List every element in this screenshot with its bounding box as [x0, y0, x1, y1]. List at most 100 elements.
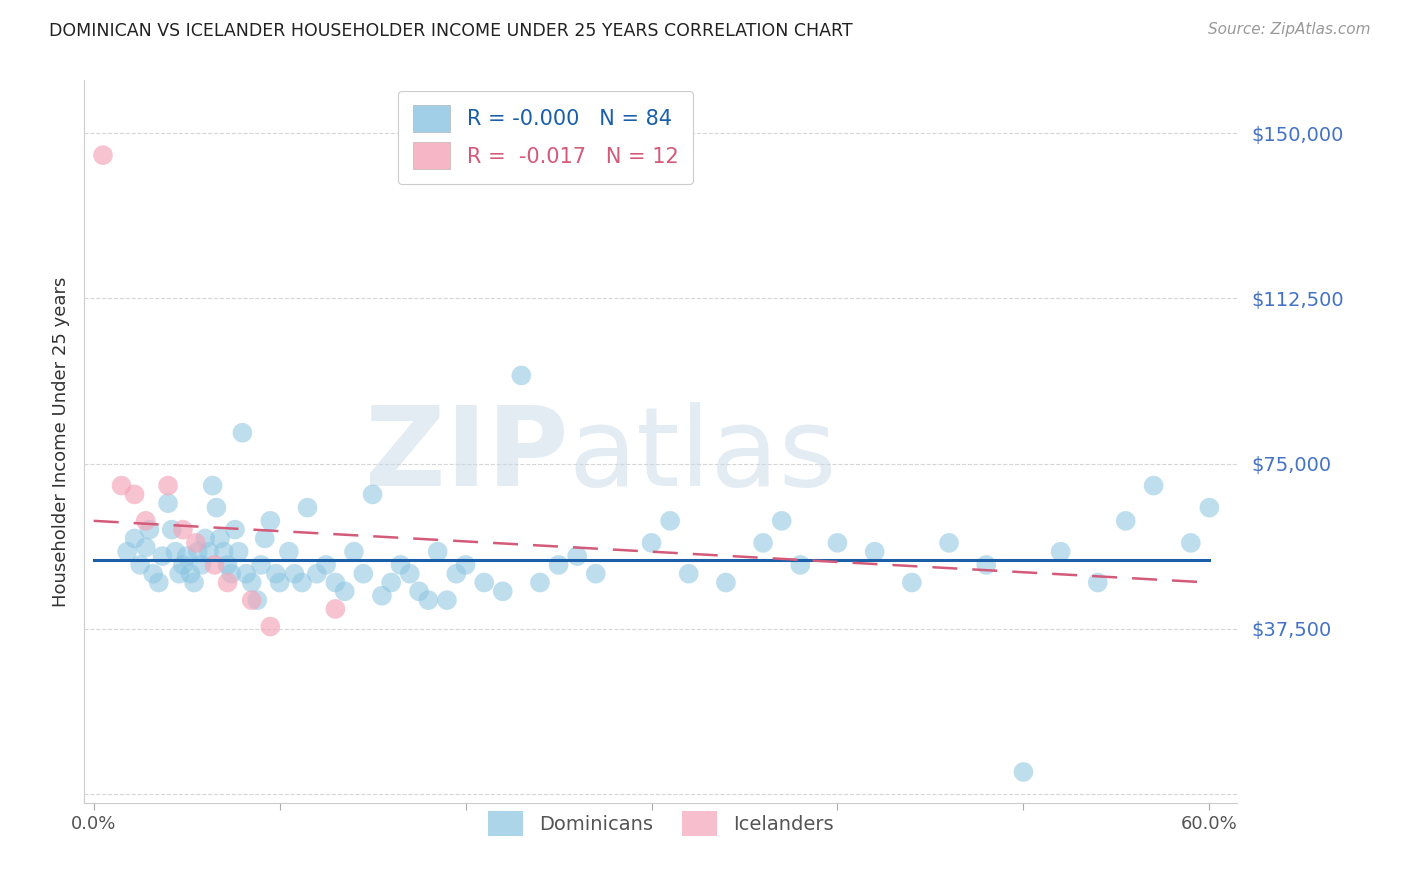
Point: [640, 536, 662, 550]
Point: [224, 523, 246, 537]
Point: [1198, 500, 1220, 515]
Point: [240, 593, 263, 607]
Point: [148, 575, 170, 590]
Point: [974, 558, 997, 572]
Point: [380, 575, 402, 590]
Point: [492, 584, 515, 599]
Point: [205, 500, 228, 515]
Point: [246, 593, 269, 607]
Point: [157, 478, 180, 492]
Point: [135, 514, 157, 528]
Point: [176, 549, 198, 563]
Point: [472, 575, 495, 590]
Point: [187, 544, 209, 558]
Point: [124, 532, 146, 546]
Point: [219, 566, 242, 581]
Point: [408, 584, 430, 599]
Point: [333, 584, 356, 599]
Point: [283, 566, 305, 581]
Point: [1049, 544, 1071, 558]
Point: [160, 523, 183, 537]
Point: [789, 558, 811, 572]
Y-axis label: Householder Income Under 25 years: Householder Income Under 25 years: [52, 277, 70, 607]
Point: [297, 500, 319, 515]
Point: [1012, 764, 1035, 779]
Point: [115, 544, 138, 558]
Point: [529, 575, 551, 590]
Point: [454, 558, 477, 572]
Point: [228, 544, 250, 558]
Point: [827, 536, 849, 550]
Point: [436, 593, 458, 607]
Point: [389, 558, 412, 572]
Text: atlas: atlas: [568, 402, 837, 509]
Point: [152, 549, 174, 563]
Point: [770, 514, 793, 528]
Point: [938, 536, 960, 550]
Point: [863, 544, 886, 558]
Point: [277, 544, 299, 558]
Point: [264, 566, 287, 581]
Point: [167, 566, 190, 581]
Point: [231, 425, 253, 440]
Point: [253, 532, 276, 546]
Point: [398, 566, 420, 581]
Point: [204, 558, 226, 572]
Point: [659, 514, 682, 528]
Point: [446, 566, 468, 581]
Point: [235, 566, 257, 581]
Point: [752, 536, 775, 550]
Point: [157, 496, 180, 510]
Point: [259, 619, 281, 633]
Point: [426, 544, 449, 558]
Point: [305, 566, 328, 581]
Point: [124, 487, 146, 501]
Point: [371, 589, 394, 603]
Point: [352, 566, 374, 581]
Point: [184, 536, 207, 550]
Point: [212, 544, 235, 558]
Point: [129, 558, 152, 572]
Point: [198, 544, 221, 558]
Point: [179, 566, 201, 581]
Point: [183, 575, 205, 590]
Point: [135, 541, 157, 555]
Text: Source: ZipAtlas.com: Source: ZipAtlas.com: [1208, 22, 1371, 37]
Point: [217, 575, 239, 590]
Point: [343, 544, 366, 558]
Text: DOMINICAN VS ICELANDER HOUSEHOLDER INCOME UNDER 25 YEARS CORRELATION CHART: DOMINICAN VS ICELANDER HOUSEHOLDER INCOM…: [49, 22, 853, 40]
Point: [259, 514, 281, 528]
Point: [361, 487, 384, 501]
Point: [201, 478, 224, 492]
Point: [1087, 575, 1109, 590]
Text: ZIP: ZIP: [366, 402, 568, 509]
Point: [565, 549, 588, 563]
Point: [217, 558, 239, 572]
Point: [714, 575, 737, 590]
Point: [142, 566, 165, 581]
Point: [315, 558, 337, 572]
Point: [325, 575, 347, 590]
Point: [172, 558, 194, 572]
Point: [1115, 514, 1137, 528]
Legend: Dominicans, Icelanders: Dominicans, Icelanders: [481, 803, 841, 844]
Point: [91, 148, 114, 162]
Point: [190, 558, 212, 572]
Point: [1180, 536, 1202, 550]
Point: [291, 575, 314, 590]
Point: [240, 575, 263, 590]
Point: [547, 558, 569, 572]
Point: [678, 566, 700, 581]
Point: [585, 566, 607, 581]
Point: [901, 575, 924, 590]
Point: [250, 558, 273, 572]
Point: [194, 532, 217, 546]
Point: [165, 544, 187, 558]
Point: [1142, 478, 1164, 492]
Point: [209, 532, 232, 546]
Point: [269, 575, 291, 590]
Point: [138, 523, 160, 537]
Point: [325, 602, 347, 616]
Point: [418, 593, 440, 607]
Point: [110, 478, 132, 492]
